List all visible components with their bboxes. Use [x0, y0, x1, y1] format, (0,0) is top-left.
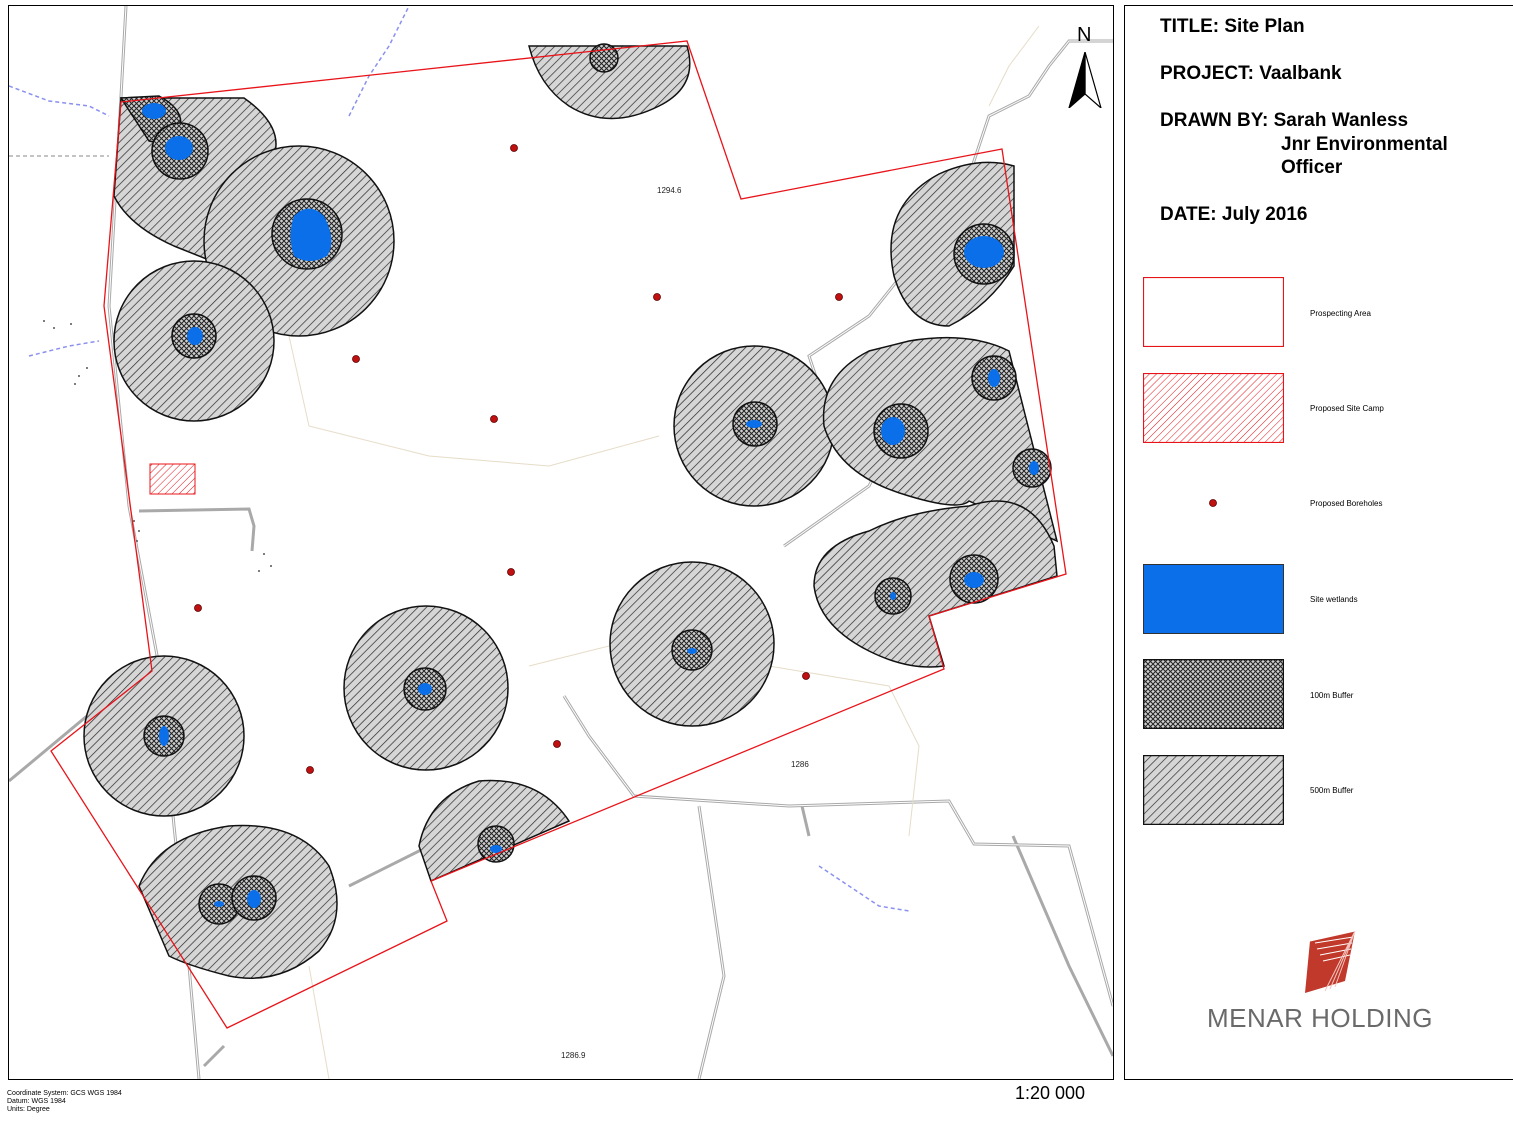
map-frame: 1294.6 1286 1286.9 N [8, 5, 1114, 1080]
borehole-marker [490, 415, 498, 423]
legend-wetland-swatch [1143, 564, 1284, 634]
drawn-by-role: Jnr Environmental [1281, 134, 1448, 155]
north-label: N [1077, 24, 1092, 46]
streams [9, 6, 910, 912]
point-features [43, 320, 272, 572]
borehole-marker [653, 293, 661, 301]
datum-line: Datum: WGS 1984 [7, 1098, 66, 1105]
coordinate-info: Coordinate System: GCS WGS 1984 Datum: W… [7, 1090, 122, 1114]
borehole-marker [306, 766, 314, 774]
map-title: TITLE: Site Plan [1160, 16, 1305, 37]
legend-100m-buffer-swatch [1142, 658, 1285, 730]
spot-height-label: 1294.6 [657, 186, 682, 195]
legend-label: Prospecting Area [1310, 309, 1371, 318]
borehole-marker [510, 144, 518, 152]
borehole-marker [835, 293, 843, 301]
spot-height-label: 1286.9 [561, 1051, 586, 1060]
legend-label: 100m Buffer [1310, 691, 1354, 700]
legend-label: Proposed Site Camp [1310, 404, 1384, 413]
project-name: PROJECT: Vaalbank [1160, 63, 1342, 84]
legend-panel: TITLE: Site Plan PROJECT: Vaalbank DRAWN… [1124, 5, 1513, 1080]
borehole-marker [553, 740, 561, 748]
legend-label: Site wetlands [1310, 595, 1358, 604]
buffer-500m-zones [83, 45, 1059, 979]
map-date: DATE: July 2016 [1160, 204, 1308, 225]
legend-label: 500m Buffer [1310, 786, 1354, 795]
company-logo: MENAR HOLDING [1205, 930, 1435, 1041]
borehole-marker [352, 355, 360, 363]
legend-500m-buffer-swatch [1142, 754, 1285, 826]
legend-site-camp-swatch [1142, 372, 1285, 444]
borehole-marker [507, 568, 515, 576]
north-arrow-icon [1068, 52, 1102, 108]
contour-lines [288, 25, 1040, 1079]
prospecting-area-boundary [50, 40, 1067, 1029]
proposed-site-camp [149, 463, 196, 495]
wetlands [142, 103, 1039, 908]
menar-logo-icon [1305, 930, 1356, 993]
units-line: Units: Degree [7, 1106, 50, 1113]
borehole-marker [194, 604, 202, 612]
coordinate-system-line: Coordinate System: GCS WGS 1984 [7, 1090, 122, 1097]
borehole-marker [802, 672, 810, 680]
site-map [9, 6, 1113, 1079]
logo-text: MENAR HOLDING [1206, 1003, 1434, 1033]
drawn-by-role-cont: Officer [1281, 157, 1343, 178]
spot-height-label: 1286 [791, 760, 809, 769]
proposed-boreholes [194, 144, 843, 774]
legend-label: Proposed Boreholes [1310, 499, 1383, 508]
legend-borehole-swatch [1143, 468, 1284, 538]
drawn-by: DRAWN BY: Sarah Wanless [1160, 110, 1409, 131]
legend-prospecting-area-swatch [1142, 276, 1285, 348]
map-scale: 1:20 000 [1015, 1083, 1086, 1103]
